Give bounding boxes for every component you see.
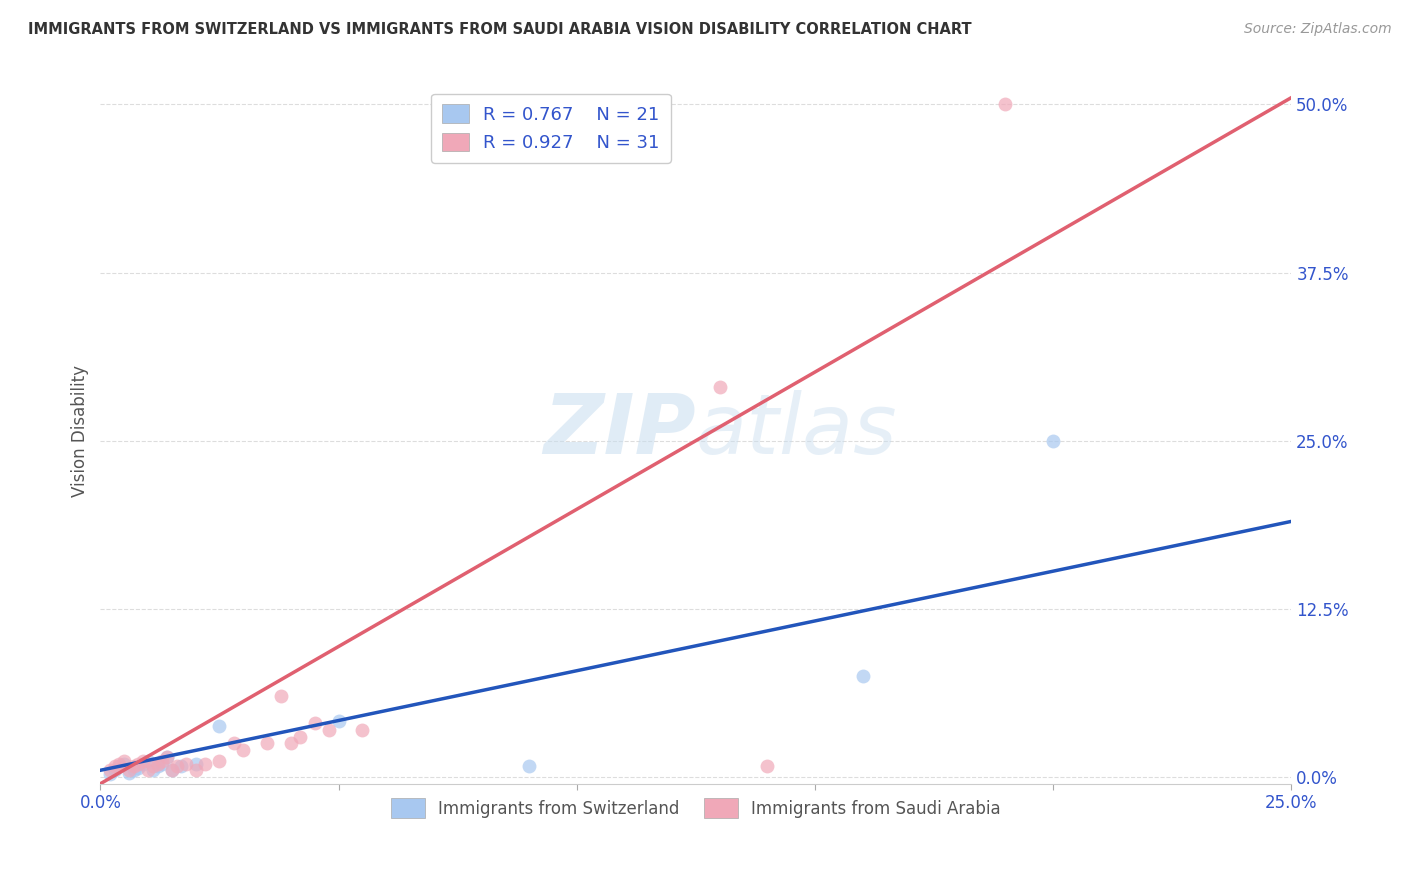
Legend: Immigrants from Switzerland, Immigrants from Saudi Arabia: Immigrants from Switzerland, Immigrants … bbox=[384, 791, 1007, 825]
Point bbox=[156, 749, 179, 764]
Point bbox=[104, 764, 127, 778]
Point bbox=[318, 723, 340, 737]
Point bbox=[132, 756, 155, 771]
Point bbox=[194, 756, 217, 771]
Point bbox=[166, 759, 188, 773]
Point bbox=[170, 759, 193, 773]
Point bbox=[1042, 434, 1064, 448]
Point bbox=[280, 736, 302, 750]
Point bbox=[709, 380, 731, 394]
Point bbox=[160, 764, 183, 778]
Point bbox=[118, 764, 141, 778]
Point bbox=[112, 756, 135, 771]
Point bbox=[208, 754, 231, 768]
Point bbox=[142, 764, 165, 778]
Point bbox=[98, 767, 121, 781]
Point bbox=[994, 97, 1017, 112]
Point bbox=[127, 761, 149, 775]
Point bbox=[136, 754, 159, 768]
Point bbox=[127, 756, 149, 771]
Point bbox=[517, 759, 540, 773]
Point bbox=[112, 754, 135, 768]
Point bbox=[290, 730, 312, 744]
Point bbox=[122, 759, 145, 773]
Point bbox=[108, 759, 131, 773]
Text: Source: ZipAtlas.com: Source: ZipAtlas.com bbox=[1244, 22, 1392, 37]
Point bbox=[150, 754, 173, 768]
Point bbox=[156, 749, 179, 764]
Point bbox=[756, 759, 779, 773]
Text: ZIP: ZIP bbox=[543, 390, 696, 471]
Point bbox=[132, 754, 155, 768]
Point bbox=[146, 756, 169, 771]
Point bbox=[256, 736, 278, 750]
Point bbox=[104, 759, 127, 773]
Point bbox=[184, 764, 207, 778]
Point bbox=[122, 764, 145, 778]
Point bbox=[118, 766, 141, 780]
Point bbox=[136, 764, 159, 778]
Text: atlas: atlas bbox=[696, 390, 897, 471]
Text: IMMIGRANTS FROM SWITZERLAND VS IMMIGRANTS FROM SAUDI ARABIA VISION DISABILITY CO: IMMIGRANTS FROM SWITZERLAND VS IMMIGRANT… bbox=[28, 22, 972, 37]
Y-axis label: Vision Disability: Vision Disability bbox=[72, 365, 89, 497]
Point bbox=[328, 714, 350, 728]
Point bbox=[146, 759, 169, 773]
Point bbox=[174, 756, 197, 771]
Point bbox=[98, 764, 121, 778]
Point bbox=[184, 756, 207, 771]
Point bbox=[142, 759, 165, 773]
Point bbox=[270, 690, 292, 704]
Point bbox=[108, 756, 131, 771]
Point bbox=[150, 756, 173, 771]
Point bbox=[208, 719, 231, 733]
Point bbox=[352, 723, 374, 737]
Point bbox=[232, 743, 254, 757]
Point bbox=[160, 764, 183, 778]
Point bbox=[304, 716, 326, 731]
Point bbox=[222, 736, 245, 750]
Point bbox=[851, 669, 873, 683]
